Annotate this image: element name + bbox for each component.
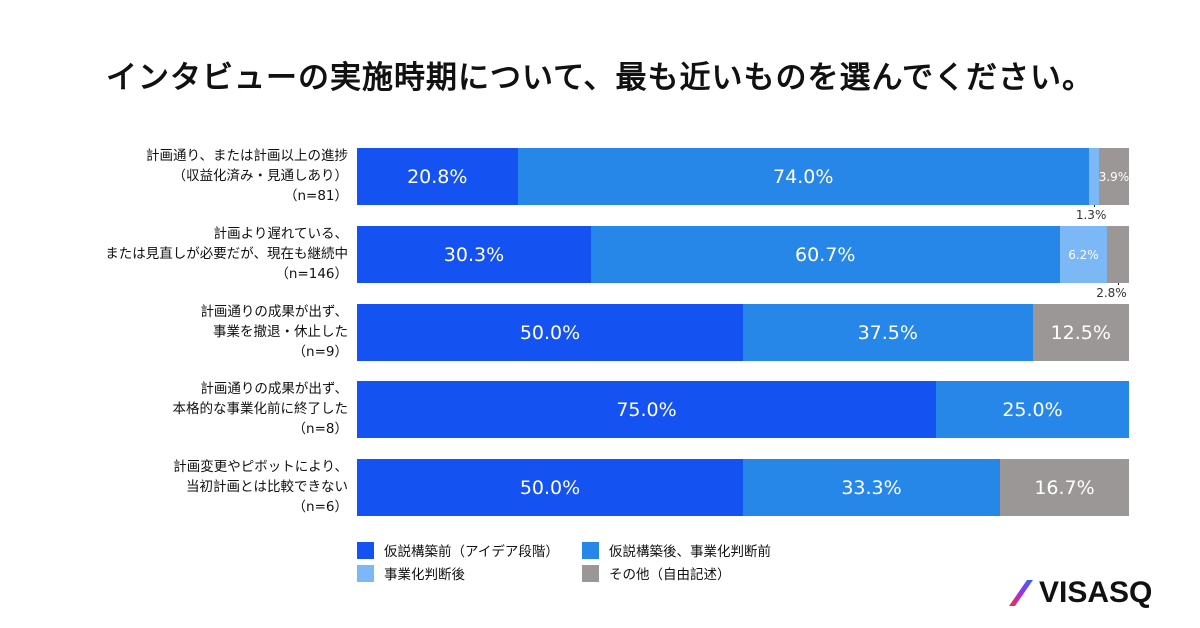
bar-segment: 37.5% — [743, 304, 1033, 361]
legend-label: その他（自由記述） — [609, 567, 731, 583]
data-label: 30.3% — [443, 243, 505, 266]
category-label-line: （n=8） — [292, 421, 348, 437]
bar-segment — [1088, 148, 1099, 205]
bar-row: 30.3% 60.7% 6.2% — [357, 226, 1129, 283]
logo-slash-icon — [1009, 580, 1033, 606]
category-label-line: 本格的な事業化前に終了した — [172, 401, 349, 417]
data-label: 60.7% — [795, 243, 856, 266]
bar-row: 50.0% 33.3% 16.7% — [357, 459, 1129, 516]
bar-segment: 74.0% — [517, 148, 1089, 205]
visasq-logo: VISASQ — [1005, 576, 1152, 610]
bar-segment: 60.7% — [590, 226, 1060, 283]
category-label-line: 事業を撤退・休止した — [213, 324, 348, 340]
category-label: 計画通りの成果が出ず、本格的な事業化前に終了した （n=8） — [20, 379, 349, 439]
category-label: 計画通りの成果が出ず、事業を撤退・休止した （n=9） — [20, 302, 348, 362]
bar-row: 75.0% 25.0% — [357, 381, 1129, 438]
data-label: 20.8% — [407, 165, 468, 188]
category-label: 計画変更やピボットにより、当初計画とは比較できない （n=6） — [20, 457, 348, 517]
bar-row: 20.8% 74.0% 3.9% — [357, 148, 1129, 205]
bar-segment: 20.8% — [357, 148, 518, 205]
legend-swatch — [582, 541, 599, 559]
data-label: 37.5% — [857, 321, 918, 344]
bar-segment — [1107, 226, 1129, 283]
category-label-line: （収益化済み・見通しあり） — [172, 168, 349, 184]
data-label: 1.3% — [1075, 208, 1107, 222]
category-label-line: 計画通り、または計画以上の進捗 — [146, 148, 348, 164]
legend-label: 仮説構築前（アイデア段階） — [384, 544, 559, 560]
data-label: 75.0% — [616, 398, 677, 421]
category-label-line: 計画変更やピボットにより、 — [173, 459, 348, 475]
data-label: 6.2% — [1068, 247, 1099, 262]
bar-row: 50.0% 37.5% 12.5% — [357, 304, 1129, 361]
category-label-line: 計画より遅れている、 — [213, 226, 348, 242]
category-label-line: 計画通りの成果が出ず、 — [200, 381, 348, 397]
legend-swatch — [357, 541, 374, 559]
legend-item: 事業化判断後 — [357, 563, 465, 583]
legend-label: 事業化判断後 — [384, 567, 465, 583]
data-label: 25.0% — [1002, 398, 1063, 421]
legend-label: 仮説構築後、事業化判断前 — [609, 544, 771, 560]
data-label: 3.9% — [1098, 169, 1130, 184]
category-label: 計画より遅れている、または見直しが必要だが、現在も継続中 （n=146） — [20, 224, 348, 284]
category-label-line: （n=81） — [283, 188, 348, 204]
bar-segment: 50.0% — [357, 304, 743, 361]
legend-swatch — [582, 564, 599, 582]
legend-swatch — [357, 564, 374, 582]
data-label: 74.0% — [773, 165, 834, 188]
category-label-line: または見直しが必要だが、現在も継続中 — [105, 246, 348, 262]
legend-item: 仮説構築後、事業化判断前 — [582, 540, 771, 560]
category-label-line: 当初計画とは比較できない — [186, 479, 348, 495]
bar-segment: 30.3% — [357, 226, 591, 283]
category-label-line: （n=9） — [292, 344, 348, 360]
data-label: 50.0% — [519, 321, 581, 344]
legend-item: その他（自由記述） — [582, 563, 731, 583]
data-label: 16.7% — [1034, 476, 1095, 499]
bar-segment: 16.7% — [1000, 459, 1129, 516]
data-label: 50.0% — [519, 476, 581, 499]
bar-segment: 12.5% — [1032, 304, 1129, 361]
chart-title: インタビューの実施時期について、最も近いものを選んでください。 — [106, 60, 1094, 96]
data-label: 2.8% — [1096, 286, 1127, 300]
bar-segment: 6.2% — [1059, 226, 1108, 283]
bar-segment: 33.3% — [743, 459, 1001, 516]
category-label: 計画通り、または計画以上の進捗 （収益化済み・見通しあり） （n=81） — [20, 146, 348, 206]
data-label: 12.5% — [1050, 321, 1111, 344]
category-label-line: （n=6） — [292, 499, 348, 515]
bar-segment: 75.0% — [357, 381, 936, 438]
bar-segment: 50.0% — [357, 459, 743, 516]
data-label: 33.3% — [841, 476, 902, 499]
bar-segment: 3.9% — [1099, 148, 1129, 205]
logo-text: VISASQ — [1039, 576, 1153, 609]
bar-segment: 25.0% — [936, 381, 1129, 438]
category-label-line: （n=146） — [275, 266, 348, 282]
legend-item: 仮説構築前（アイデア段階） — [357, 540, 559, 560]
category-label-line: 計画通りの成果が出ず、 — [200, 304, 348, 320]
